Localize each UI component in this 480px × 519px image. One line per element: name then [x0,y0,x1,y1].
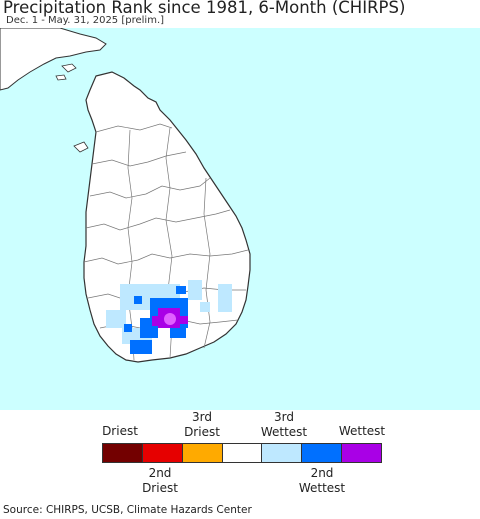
legend-label-wettest: Wettest [338,424,386,438]
map-subtitle: Dec. 1 - May. 31, 2025 [prelim.] [6,15,165,26]
legend-color-bar [102,443,382,463]
legend-swatch-3rd-driest [182,444,223,462]
legend-swatch-3rd-wettest [262,444,303,462]
legend-label-3rd-driest: 3rd Driest [184,410,220,439]
legend-swatch-driest [103,444,143,462]
rank-anomalies [106,280,232,354]
legend-label-2nd-driest: 2nd Driest [142,466,178,495]
mannar-island [73,141,89,153]
source-credit: Source: CHIRPS, UCSB, Climate Hazards Ce… [3,504,252,516]
legend-swatch-normal [222,444,263,462]
map-title: Precipitation Rank since 1981, 6-Month (… [3,0,406,17]
island [61,63,77,73]
map-canvas [0,28,480,410]
island [55,74,67,81]
legend: Driest 3rd Driest 3rd Wettest Wettest 2n… [0,410,480,502]
legend-swatch-wettest [342,444,382,462]
legend-swatch-2nd-wettest [302,444,343,462]
legend-swatch-2nd-driest [142,444,183,462]
india-coast [0,28,107,91]
legend-label-3rd-wettest: 3rd Wettest [260,410,308,439]
map-svg [0,28,251,363]
legend-label-2nd-wettest: 2nd Wettest [298,466,346,495]
legend-label-driest: Driest [102,424,138,438]
